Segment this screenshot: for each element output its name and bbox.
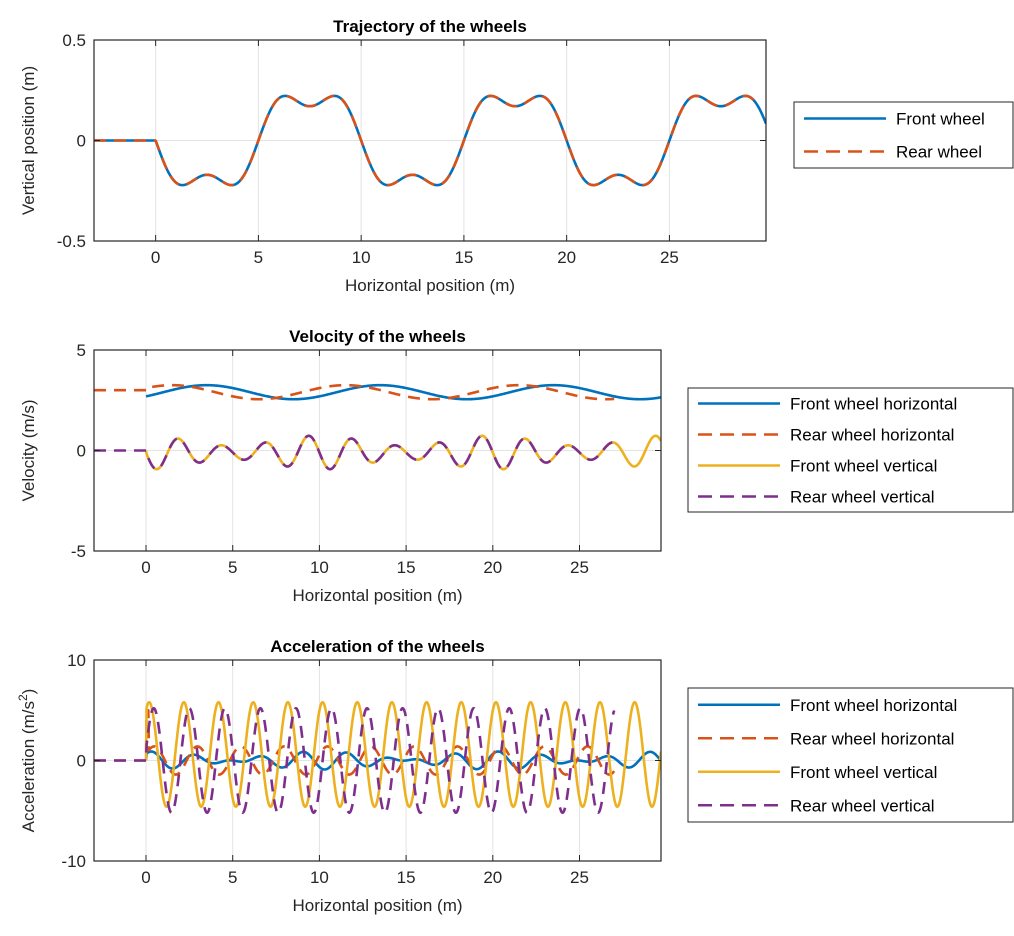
x-tick-label: 25 bbox=[660, 248, 679, 267]
legend: Front wheel Rear wheel bbox=[793, 101, 1014, 169]
y-tick-label: 0.5 bbox=[62, 31, 86, 50]
legend-label: Rear wheel horizontal bbox=[790, 426, 954, 445]
x-tick-label: 20 bbox=[557, 248, 576, 267]
y-tick-label: -0.5 bbox=[57, 232, 86, 251]
x-tick-label: 15 bbox=[397, 558, 416, 577]
legend: Front wheel horizontal Rear wheel horizon… bbox=[687, 687, 1014, 823]
y-tick-label: 5 bbox=[77, 341, 86, 360]
x-tick-label: 10 bbox=[352, 248, 371, 267]
x-tick-label: 10 bbox=[310, 558, 329, 577]
x-tick-label: 25 bbox=[570, 868, 589, 887]
x-tick-label: 0 bbox=[141, 868, 150, 887]
legend-label: Rear wheel bbox=[896, 143, 982, 162]
series-line-rear-wheel-vertical bbox=[94, 434, 615, 471]
y-tick-label: 0 bbox=[77, 752, 86, 771]
legend-label: Front wheel horizontal bbox=[790, 395, 957, 414]
series-line-front-wheel-vertical bbox=[144, 700, 661, 809]
y-tick-label: 10 bbox=[67, 651, 86, 670]
series-line-rear-wheel bbox=[94, 94, 757, 187]
series-line-rear-wheel-vertical bbox=[94, 706, 616, 815]
legend-label: Front wheel vertical bbox=[790, 457, 937, 476]
x-tick-label: 20 bbox=[483, 868, 502, 887]
x-tick-label: 10 bbox=[310, 868, 329, 887]
y-tick-label: -5 bbox=[71, 542, 86, 561]
y-axis-label: Vertical position (m) bbox=[19, 66, 38, 215]
legend-label: Front wheel horizontal bbox=[790, 696, 957, 715]
x-tick-label: 5 bbox=[228, 868, 237, 887]
x-tick-label: 5 bbox=[254, 248, 263, 267]
x-axis-label: Horizontal position (m) bbox=[292, 586, 462, 605]
x-tick-label: 5 bbox=[228, 558, 237, 577]
y-tick-label: 0 bbox=[77, 132, 86, 151]
y-axis-label: Velocity (m/s) bbox=[19, 399, 38, 501]
x-axis-label: Horizontal position (m) bbox=[292, 896, 462, 915]
y-tick-label: -10 bbox=[61, 852, 86, 871]
y-axis-label: Acceleration (m/s2) bbox=[16, 689, 38, 833]
y-tick-label: 0 bbox=[77, 442, 86, 461]
series-line-front-wheel-horizontal bbox=[145, 383, 661, 401]
x-tick-label: 25 bbox=[570, 558, 589, 577]
series-line-rear-wheel-horizontal bbox=[94, 708, 616, 776]
series-line-rear-wheel-horizontal bbox=[94, 383, 615, 401]
chart-title: Velocity of the wheels bbox=[289, 327, 466, 346]
legend-label: Rear wheel horizontal bbox=[790, 729, 954, 748]
chart-2: 0 5 10 15 20 25 -5 0 5 Velocity of the wheels Hori… bbox=[19, 327, 1014, 605]
legend-label: Rear wheel vertical bbox=[790, 796, 935, 815]
chart-title: Trajectory of the wheels bbox=[333, 17, 527, 36]
x-tick-label: 0 bbox=[141, 558, 150, 577]
chart-3: 0 5 10 15 20 25 -10 0 10 Acceleration of the whee… bbox=[16, 637, 1014, 915]
chart-title: Acceleration of the wheels bbox=[270, 637, 484, 656]
chart-1: 0 5 10 15 20 25 -0.5 0 0.5 Trajectory of the whee… bbox=[19, 17, 1014, 295]
legend: Front wheel horizontal Rear wheel horizon… bbox=[687, 387, 1014, 513]
legend-label: Front wheel vertical bbox=[790, 763, 937, 782]
x-axis-label: Horizontal position (m) bbox=[345, 276, 515, 295]
x-tick-label: 15 bbox=[397, 868, 416, 887]
legend-label: Rear wheel vertical bbox=[790, 488, 935, 507]
x-tick-label: 20 bbox=[483, 558, 502, 577]
x-tick-label: 0 bbox=[151, 248, 160, 267]
x-tick-label: 15 bbox=[454, 248, 473, 267]
legend-label: Front wheel bbox=[896, 110, 985, 129]
